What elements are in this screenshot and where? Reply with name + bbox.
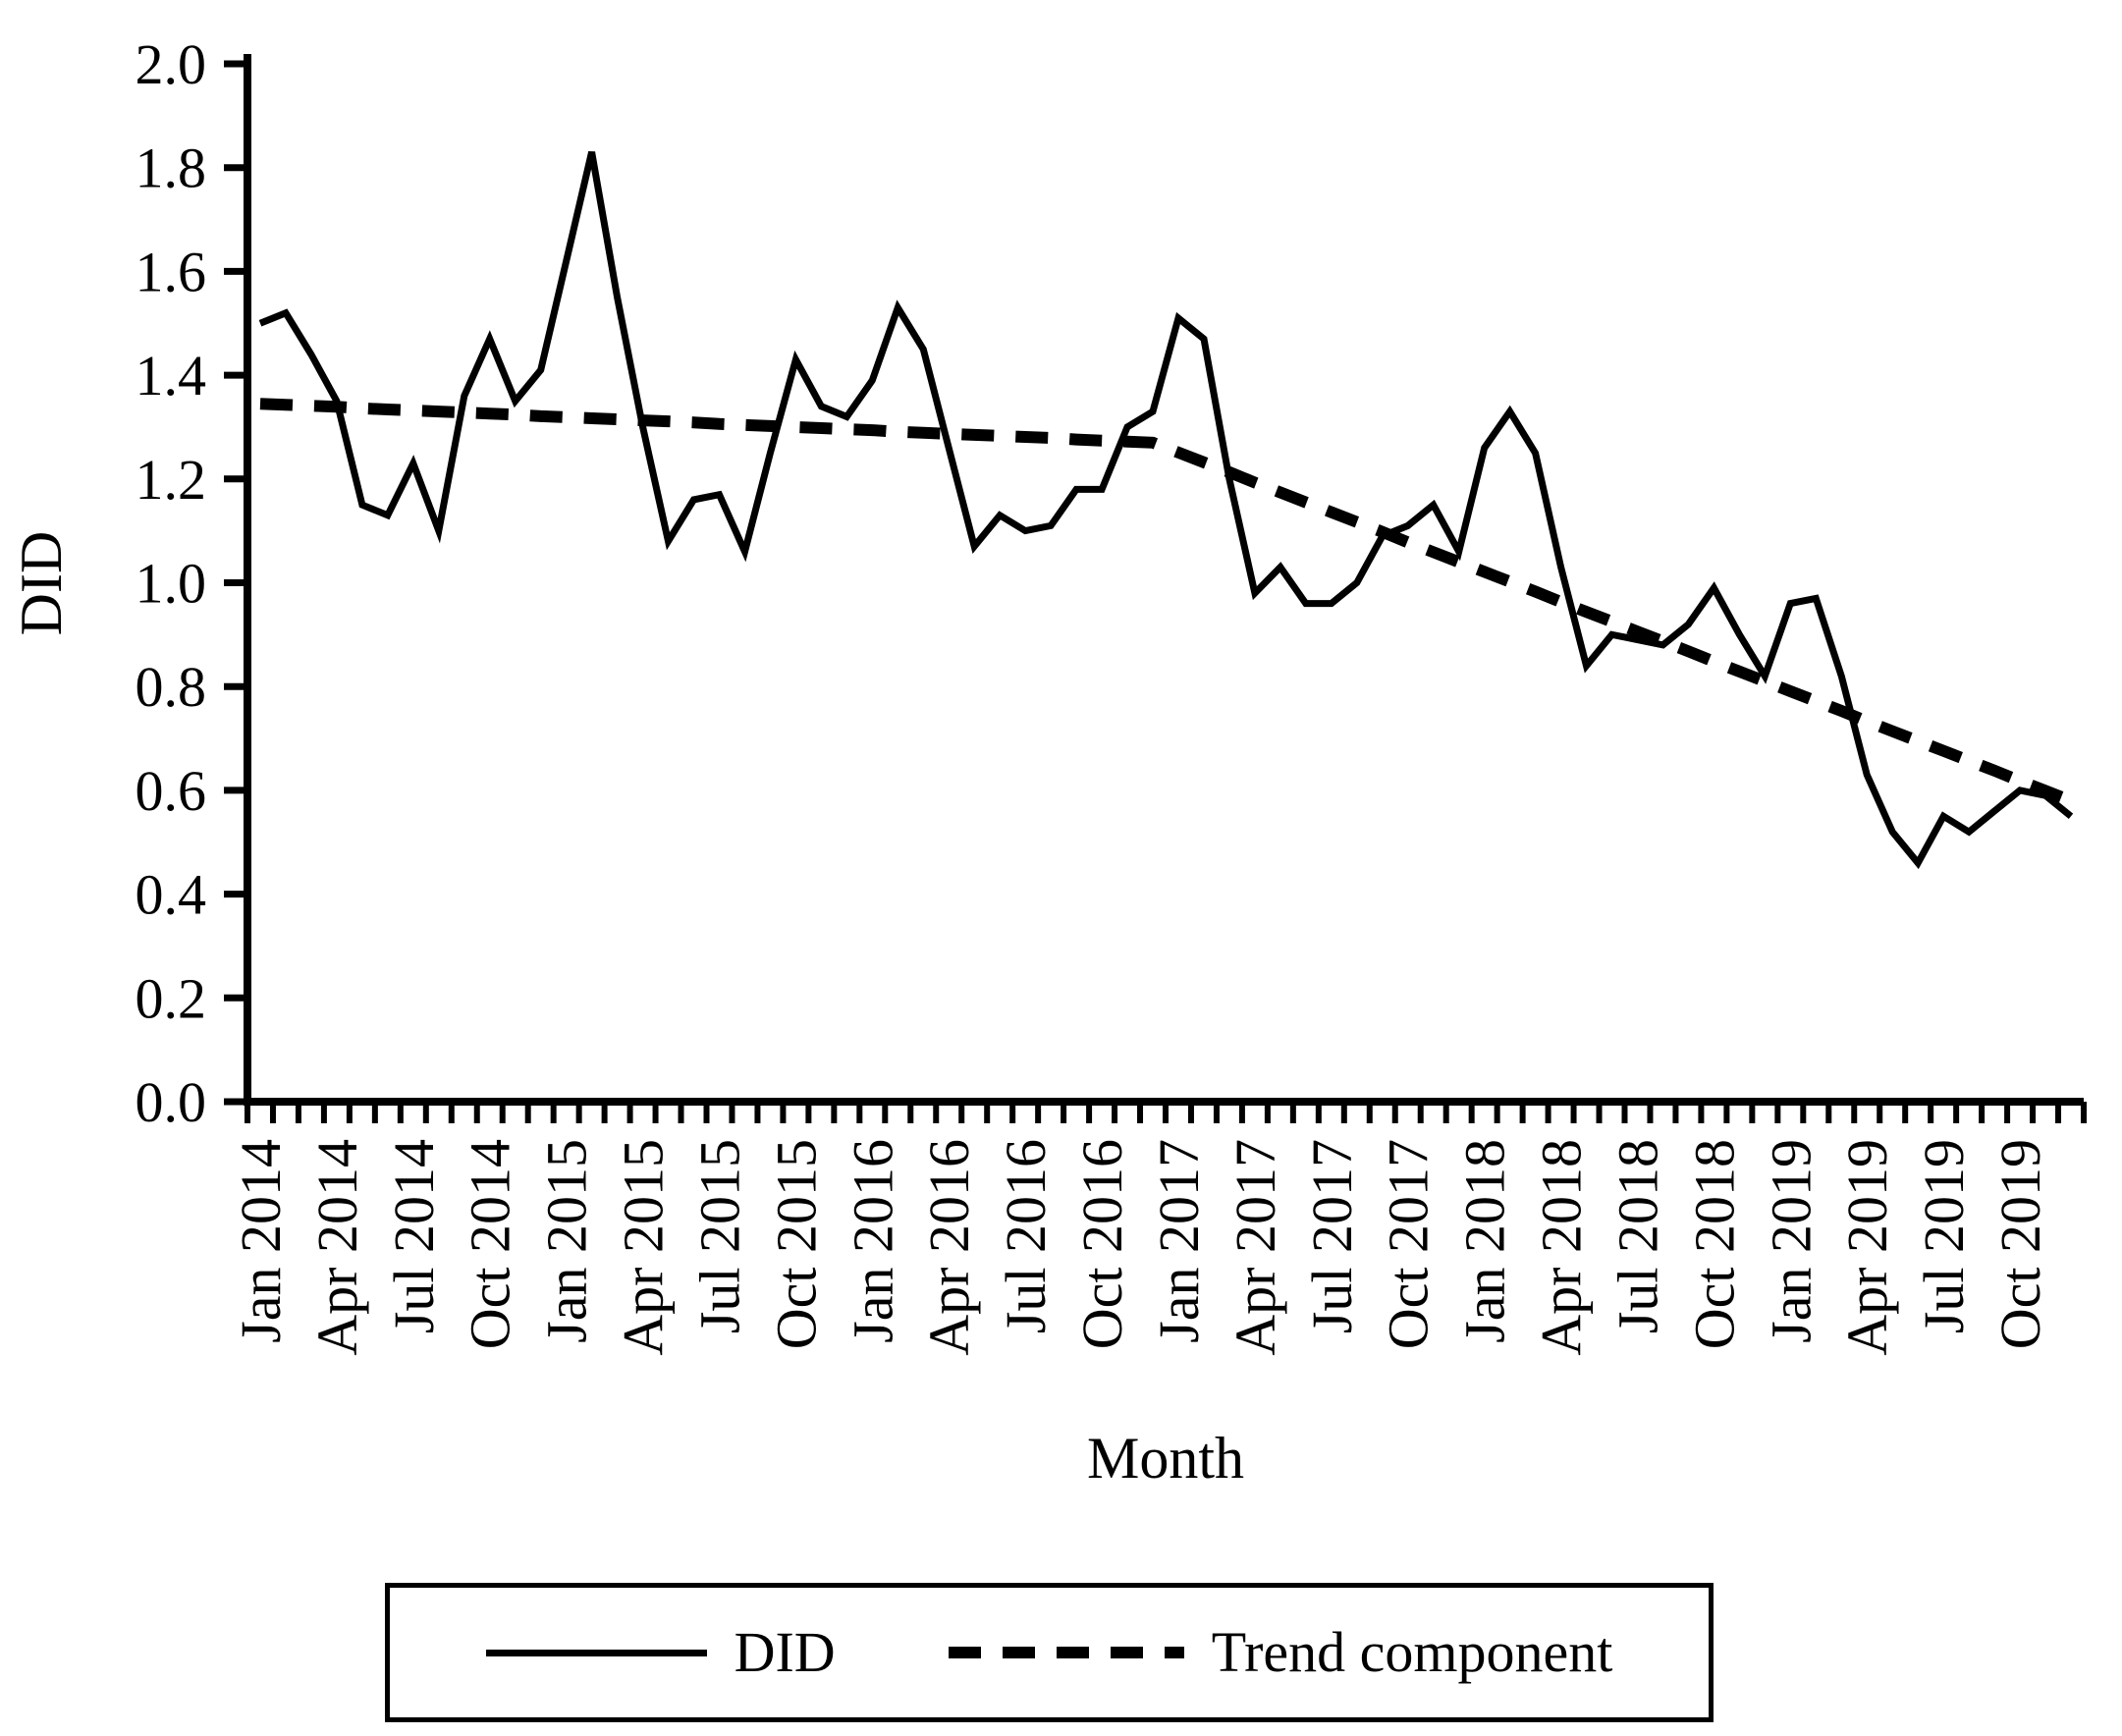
trend-line-sample [948,1647,1184,1658]
x-tick-label: Jul 2019 [1912,1139,1976,1333]
x-tick-label: Jul 2017 [1300,1139,1364,1333]
legend-did-label: DID [734,1620,836,1684]
x-tick-label: Apr 2019 [1835,1139,1899,1356]
y-tick-label: 2.0 [136,32,207,96]
y-tick-label: 1.4 [136,344,207,407]
x-tick-label: Jul 2015 [687,1139,751,1333]
did-line [258,151,2074,870]
x-tick-label: Jul 2014 [382,1139,446,1333]
data-series [258,151,2074,870]
did-line-sample [485,1649,707,1656]
x-tick-label: Apr 2016 [917,1139,981,1356]
x-tick-label: Oct 2017 [1377,1139,1441,1349]
legend-item-trend: Trend component [948,1620,1613,1684]
x-tick-label: Apr 2017 [1224,1139,1287,1356]
x-tick-label: Oct 2018 [1682,1139,1746,1349]
y-tick-label: 0.6 [136,759,207,823]
x-tick-label: Oct 2015 [764,1139,828,1349]
x-tick-label: Jul 2016 [994,1139,1058,1333]
x-tick-label: Apr 2014 [305,1139,369,1356]
trend-component-line [259,398,2074,807]
legend: DID Trend component [385,1583,1714,1722]
y-tick-label: 0.0 [136,1070,207,1134]
x-tick-label: Jan 2019 [1759,1139,1823,1343]
x-tick-label: Oct 2016 [1070,1139,1134,1349]
x-tick-label: Jul 2018 [1605,1139,1669,1333]
x-tick-label: Jan 2015 [535,1139,599,1343]
legend-trend-label: Trend component [1211,1620,1613,1684]
x-axis-ticks: Jan 2014 Apr 2014 Jul 2014 Oct 2014 Jan 2015… [229,1102,2087,1356]
y-tick-label: 1.6 [136,240,207,303]
x-tick-label: Jan 2017 [1147,1139,1211,1343]
x-tick-label: Oct 2019 [1988,1139,2052,1349]
y-axis-title: DID [9,531,74,636]
y-tick-label: 1.8 [136,136,207,200]
x-tick-label: Oct 2014 [459,1139,522,1349]
y-tick-label: 1.2 [136,448,207,512]
legend-item-did: DID [485,1620,836,1684]
x-tick-label: Jan 2018 [1453,1139,1517,1343]
x-tick-label: Jan 2014 [229,1139,293,1343]
x-tick-label: Apr 2018 [1530,1139,1594,1356]
y-tick-label: 1.0 [136,552,207,616]
x-tick-label: Apr 2015 [612,1139,676,1356]
plot-area [244,54,2084,1106]
x-axis-title: Month [1087,1426,1244,1491]
x-tick-label: Jan 2016 [841,1139,904,1343]
y-tick-label: 0.2 [136,966,207,1030]
y-tick-label: 0.8 [136,655,207,719]
y-tick-label: 0.4 [136,863,207,927]
y-axis-ticks: 0.0 0.2 0.4 0.6 0.8 1.0 1.2 1.4 1.6 1.8 2.0 [136,32,247,1134]
